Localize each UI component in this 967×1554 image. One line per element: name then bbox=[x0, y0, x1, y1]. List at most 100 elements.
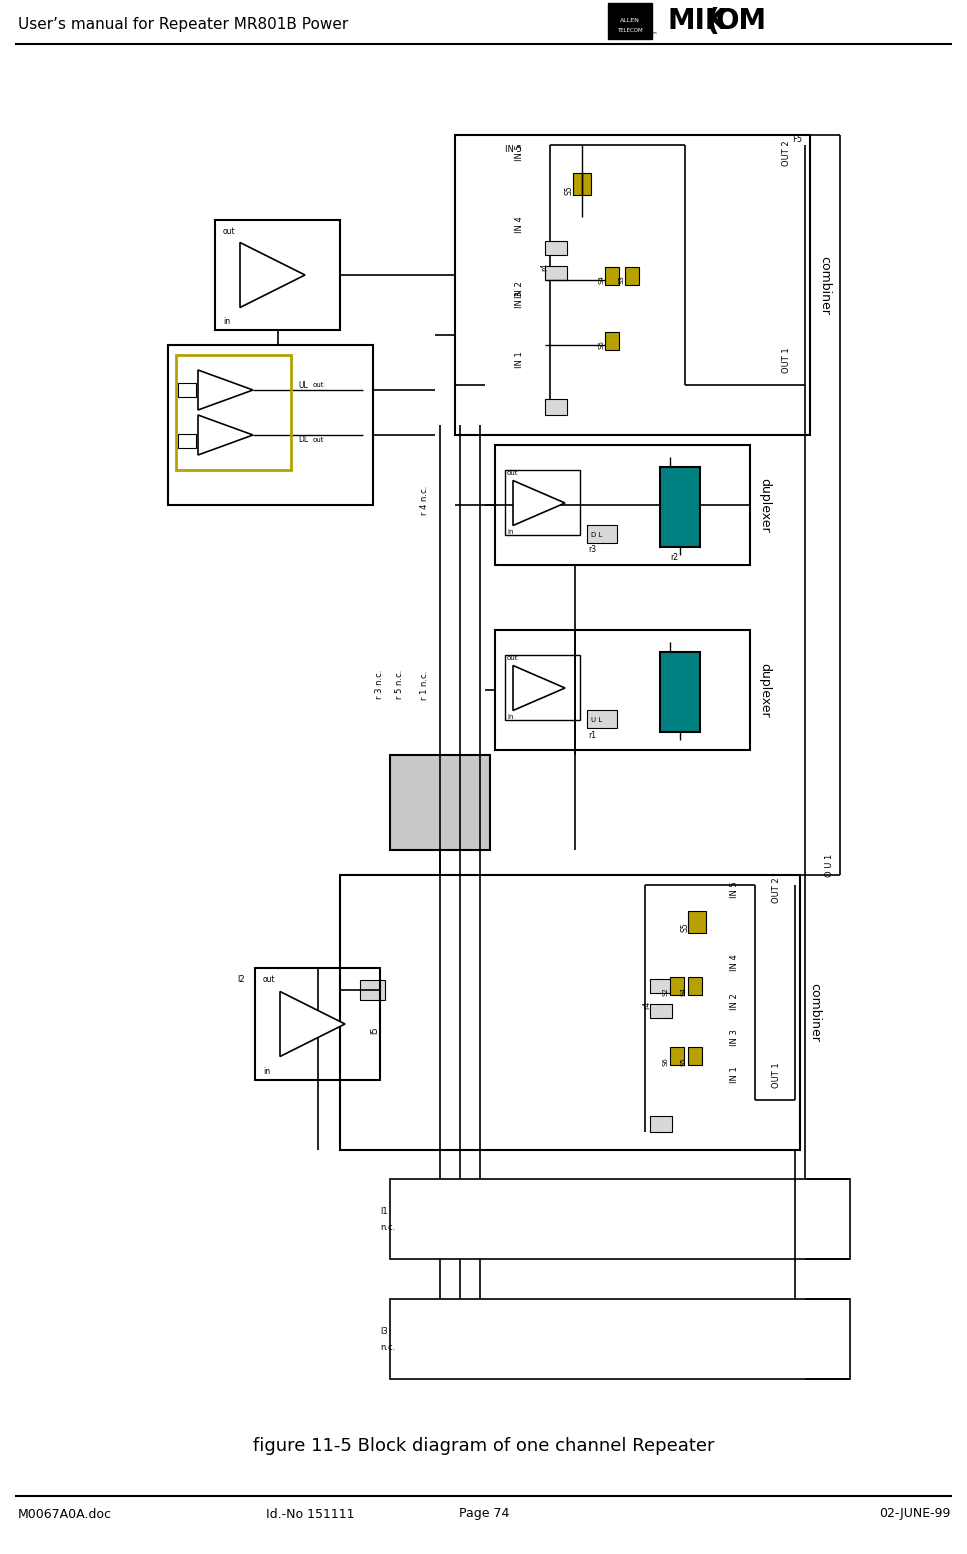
Text: IN 3: IN 3 bbox=[515, 292, 524, 308]
Text: Page 74: Page 74 bbox=[458, 1507, 510, 1520]
Text: out: out bbox=[223, 227, 236, 236]
Bar bbox=[360, 981, 385, 1001]
Text: IN 5: IN 5 bbox=[730, 881, 739, 898]
Bar bbox=[178, 382, 196, 396]
Text: 02-JUNE-99: 02-JUNE-99 bbox=[879, 1507, 950, 1520]
Text: S4: S4 bbox=[680, 988, 686, 996]
Text: r2: r2 bbox=[670, 553, 678, 561]
Text: in: in bbox=[223, 317, 230, 326]
Bar bbox=[608, 3, 652, 39]
Text: S4: S4 bbox=[599, 275, 605, 284]
Text: out: out bbox=[313, 382, 325, 388]
Bar bbox=[390, 755, 490, 850]
Polygon shape bbox=[513, 665, 565, 710]
Bar bbox=[650, 1004, 672, 1018]
Text: figure 11-5 Block diagram of one channel Repeater: figure 11-5 Block diagram of one channel… bbox=[253, 1437, 715, 1455]
Text: duplexer: duplexer bbox=[758, 477, 771, 533]
Bar bbox=[545, 241, 567, 255]
Text: r4: r4 bbox=[642, 1001, 651, 1009]
Text: IN 4: IN 4 bbox=[515, 216, 524, 233]
Text: l2: l2 bbox=[237, 976, 245, 985]
Bar bbox=[573, 172, 591, 194]
Bar bbox=[670, 1047, 684, 1064]
Text: UL: UL bbox=[298, 381, 308, 390]
Bar bbox=[176, 354, 291, 469]
Text: IN 3: IN 3 bbox=[730, 1030, 739, 1046]
Text: in: in bbox=[263, 1068, 270, 1077]
Bar bbox=[660, 653, 700, 732]
Bar bbox=[178, 434, 196, 448]
Bar bbox=[168, 345, 373, 505]
Bar bbox=[688, 1047, 702, 1064]
Bar bbox=[255, 968, 380, 1080]
Text: IN 2: IN 2 bbox=[730, 993, 739, 1010]
Text: r 3 n.c.: r 3 n.c. bbox=[375, 670, 384, 699]
Text: r3: r3 bbox=[588, 545, 596, 555]
Text: S6: S6 bbox=[662, 1058, 668, 1066]
Bar bbox=[495, 444, 750, 566]
Text: User’s manual for Repeater MR801B Power: User’s manual for Repeater MR801B Power bbox=[18, 17, 348, 31]
Text: S5: S5 bbox=[680, 922, 689, 932]
Bar bbox=[625, 267, 639, 284]
Bar bbox=[495, 629, 750, 751]
Text: IN 1: IN 1 bbox=[730, 1066, 739, 1083]
Text: MIK: MIK bbox=[668, 8, 727, 36]
Bar bbox=[688, 977, 702, 995]
Text: S5: S5 bbox=[680, 1058, 686, 1066]
Text: r1: r1 bbox=[588, 730, 596, 740]
Text: Id.-No 151111: Id.-No 151111 bbox=[266, 1507, 354, 1520]
Text: OUT 2: OUT 2 bbox=[782, 140, 791, 166]
Text: O U 1: O U 1 bbox=[825, 853, 834, 876]
Text: IN 5: IN 5 bbox=[505, 146, 522, 154]
Text: IN 5: IN 5 bbox=[515, 145, 524, 162]
Bar bbox=[670, 977, 684, 995]
Text: combiner: combiner bbox=[808, 984, 821, 1041]
Text: S6: S6 bbox=[599, 340, 605, 350]
Polygon shape bbox=[198, 370, 253, 410]
Polygon shape bbox=[513, 480, 565, 525]
Text: r 1 n.c.: r 1 n.c. bbox=[420, 670, 429, 699]
Text: l5: l5 bbox=[370, 1026, 379, 1033]
Bar bbox=[390, 1179, 850, 1259]
Bar bbox=[390, 1299, 850, 1378]
Text: ALLEN: ALLEN bbox=[620, 19, 640, 23]
Text: n.c.: n.c. bbox=[380, 1223, 396, 1231]
Text: n.c.: n.c. bbox=[380, 1343, 396, 1352]
Text: IN 1: IN 1 bbox=[515, 351, 524, 368]
Text: IN 4: IN 4 bbox=[730, 954, 739, 971]
Text: F5: F5 bbox=[792, 135, 802, 145]
Text: out: out bbox=[507, 469, 518, 476]
Polygon shape bbox=[280, 991, 345, 1057]
Text: D L: D L bbox=[591, 531, 602, 538]
Text: TELECOM: TELECOM bbox=[617, 28, 643, 33]
Text: combiner: combiner bbox=[818, 255, 831, 314]
Text: in: in bbox=[507, 528, 513, 535]
Bar bbox=[605, 333, 619, 350]
Text: l3: l3 bbox=[380, 1327, 388, 1335]
Text: M0067A0A.doc: M0067A0A.doc bbox=[18, 1507, 112, 1520]
Polygon shape bbox=[198, 415, 253, 455]
Bar bbox=[660, 468, 700, 547]
Bar bbox=[505, 654, 580, 720]
Text: OUT 1: OUT 1 bbox=[782, 347, 791, 373]
Text: l1: l1 bbox=[380, 1206, 388, 1215]
Bar bbox=[650, 1116, 672, 1131]
Text: DL: DL bbox=[298, 435, 308, 444]
Text: r4: r4 bbox=[540, 263, 549, 270]
Text: U L: U L bbox=[591, 716, 602, 723]
Text: IN 2: IN 2 bbox=[515, 281, 524, 298]
Bar bbox=[215, 221, 340, 329]
Text: r 5 n.c.: r 5 n.c. bbox=[395, 670, 404, 699]
Bar bbox=[688, 911, 706, 932]
Bar bbox=[587, 710, 617, 727]
Bar bbox=[505, 469, 580, 535]
Bar bbox=[545, 399, 567, 415]
Bar bbox=[587, 525, 617, 542]
Polygon shape bbox=[240, 242, 305, 308]
Text: duplexer: duplexer bbox=[758, 662, 771, 718]
Text: in: in bbox=[507, 713, 513, 720]
Text: out: out bbox=[263, 976, 276, 985]
Text: (: ( bbox=[705, 6, 719, 36]
Text: S3: S3 bbox=[619, 275, 625, 284]
Text: ™: ™ bbox=[651, 33, 657, 37]
